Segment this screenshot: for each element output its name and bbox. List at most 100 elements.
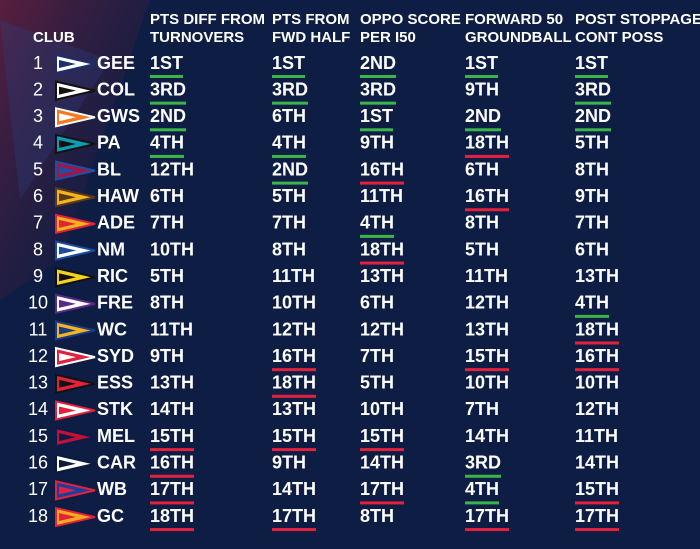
- column-header: POST STOPPAGE: [575, 11, 700, 28]
- club-name: WC: [97, 319, 127, 339]
- rank-cell: 8TH: [575, 159, 609, 179]
- club-name: NM: [97, 239, 125, 259]
- rank-underline: [150, 154, 185, 158]
- club-name: HAW: [97, 186, 139, 206]
- column-header: FORWARD 50: [465, 11, 563, 28]
- rank-cell: 1ST: [272, 53, 305, 73]
- club-name: RIC: [97, 266, 128, 286]
- rank-cell: 16TH: [575, 346, 619, 366]
- rank-number: 1: [33, 53, 43, 73]
- rank-cell: 10TH: [150, 239, 194, 259]
- column-header: PER I50: [360, 29, 416, 46]
- rank-cell: 8TH: [272, 239, 306, 259]
- rank-cell: 18TH: [150, 506, 194, 526]
- rank-cell: 1ST: [465, 53, 498, 73]
- club-flag-detail: [59, 219, 76, 228]
- rank-underline: [575, 528, 620, 532]
- rank-underline: [272, 75, 306, 78]
- rank-cell: 16TH: [272, 346, 316, 366]
- club-flag-detail: [59, 60, 76, 68]
- rank-underline: [150, 101, 187, 105]
- rank-cell: 13TH: [360, 266, 404, 286]
- rank-cell: 7TH: [150, 213, 184, 233]
- rank-underline: [465, 208, 510, 212]
- club-name: GC: [97, 506, 124, 526]
- rank-underline: [575, 341, 620, 345]
- rank-underline: [272, 394, 317, 398]
- rank-cell: 3RD: [465, 453, 501, 473]
- rank-cell: 1ST: [360, 106, 393, 126]
- rank-underline: [272, 528, 317, 532]
- rank-cell: 6TH: [272, 106, 306, 126]
- rank-underline: [575, 314, 610, 318]
- rank-cell: 17TH: [272, 506, 316, 526]
- rank-underline: [360, 448, 405, 452]
- club-flag-detail: [59, 113, 76, 122]
- club-flag-detail: [59, 406, 76, 415]
- club-flag-detail: [59, 139, 76, 148]
- rank-cell: 9TH: [150, 346, 184, 366]
- rank-cell: 15TH: [150, 426, 194, 446]
- rank-cell: 10TH: [465, 373, 509, 393]
- rank-underline: [272, 101, 309, 105]
- club-flag-detail: [59, 193, 76, 202]
- club-name: SYD: [97, 346, 134, 366]
- rank-cell: 13TH: [465, 319, 509, 339]
- club-flag-detail: [59, 166, 76, 175]
- club-flag-detail: [59, 299, 76, 308]
- column-header: GROUNDBALL: [465, 29, 572, 46]
- rank-cell: 13TH: [272, 399, 316, 419]
- rank-cell: 2ND: [575, 106, 611, 126]
- column-header: PTS FROM: [272, 11, 350, 28]
- rank-underline: [150, 448, 195, 452]
- rank-cell: 14TH: [360, 453, 404, 473]
- rank-underline: [465, 75, 499, 78]
- club-name: FRE: [97, 293, 133, 313]
- rank-cell: 16TH: [360, 159, 404, 179]
- rank-cell: 17TH: [465, 506, 509, 526]
- column-header: TURNOVERS: [150, 29, 244, 46]
- rank-underline: [360, 75, 397, 78]
- rank-cell: 18TH: [575, 319, 619, 339]
- rank-underline: [575, 75, 609, 78]
- rank-cell: 11TH: [360, 186, 403, 206]
- rank-number: 12: [28, 346, 48, 366]
- rank-cell: 3RD: [272, 79, 308, 99]
- rank-cell: 12TH: [360, 319, 404, 339]
- rank-cell: 18TH: [272, 373, 316, 393]
- rank-cell: 13TH: [575, 266, 619, 286]
- rank-cell: 4TH: [272, 133, 306, 153]
- club-flag-detail: [59, 246, 76, 255]
- club-flag-detail: [59, 273, 76, 282]
- rank-underline: [360, 261, 405, 265]
- club-flag-detail: [59, 326, 76, 335]
- rank-underline: [360, 234, 395, 238]
- club-flag-detail: [59, 459, 76, 468]
- rank-cell: 17TH: [575, 506, 619, 526]
- club-flag-detail: [59, 513, 76, 522]
- rank-underline: [575, 101, 612, 105]
- club-flag-detail: [59, 486, 76, 495]
- rank-number: 13: [28, 373, 48, 393]
- rank-cell: 8TH: [465, 213, 499, 233]
- rank-cell: 5TH: [465, 239, 499, 259]
- rank-underline: [465, 474, 502, 478]
- rank-underline: [150, 501, 195, 505]
- rank-number: 8: [33, 239, 43, 259]
- club-name: MEL: [97, 426, 135, 446]
- rank-cell: 15TH: [360, 426, 404, 446]
- rank-number: 3: [33, 106, 43, 126]
- club-name: COL: [97, 79, 135, 99]
- rank-cell: 13TH: [150, 373, 194, 393]
- rank-underline: [272, 368, 317, 372]
- club-flag-detail: [59, 433, 76, 442]
- club-name: GEE: [97, 53, 135, 73]
- rank-cell: 4TH: [575, 293, 609, 313]
- rank-cell: 7TH: [465, 399, 499, 419]
- rank-cell: 3RD: [150, 79, 186, 99]
- rank-underline: [465, 501, 500, 505]
- rank-cell: 5TH: [150, 266, 184, 286]
- rank-cell: 8TH: [150, 293, 184, 313]
- rank-cell: 1ST: [575, 53, 608, 73]
